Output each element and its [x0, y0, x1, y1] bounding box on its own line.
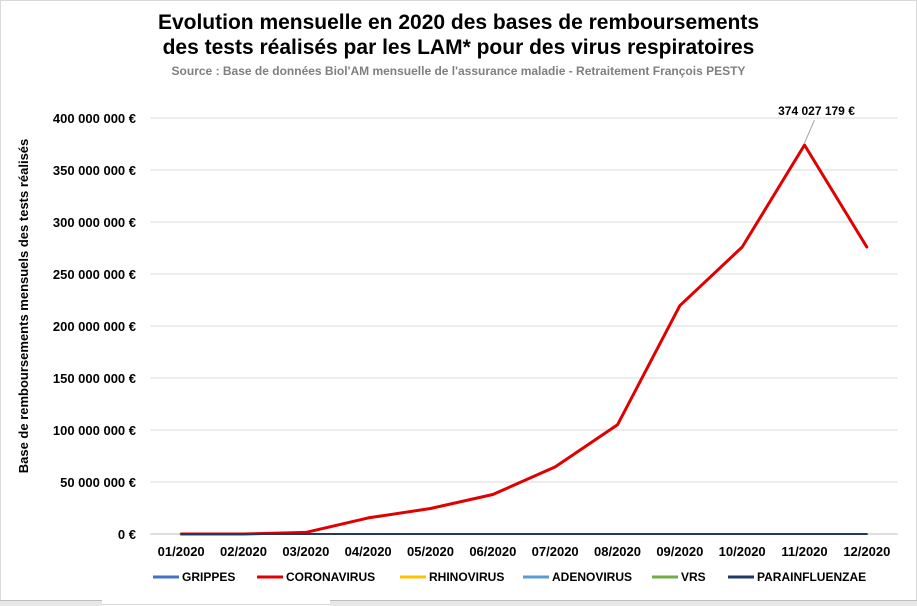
x-tick-label: 01/2020	[158, 544, 205, 559]
y-axis-ticks: 0 € 50 000 000 € 100 000 000 € 150 000 000 …	[53, 111, 136, 542]
x-tick-label: 03/2020	[282, 544, 329, 559]
y-tick-label: 350 000 000 €	[53, 163, 136, 178]
x-tick-label: 05/2020	[407, 544, 454, 559]
y-tick-label: 400 000 000 €	[53, 111, 136, 126]
gridlines	[150, 118, 898, 534]
legend-label: RHINOVIRUS	[429, 570, 504, 584]
y-tick-label: 0 €	[118, 527, 136, 542]
x-tick-label: 08/2020	[594, 544, 641, 559]
y-tick-label: 50 000 000 €	[60, 475, 136, 490]
y-tick-label: 200 000 000 €	[53, 319, 136, 334]
scrollbar-left[interactable]	[0, 600, 102, 606]
y-tick-label: 300 000 000 €	[53, 215, 136, 230]
y-tick-label: 100 000 000 €	[53, 423, 136, 438]
legend-label: ADENOVIRUS	[552, 570, 632, 584]
scrollbar-right[interactable]	[330, 600, 917, 606]
y-tick-label: 150 000 000 €	[53, 371, 136, 386]
x-tick-label: 07/2020	[532, 544, 579, 559]
x-axis-ticks: 01/2020 02/2020 03/2020 04/2020 05/2020 06/20…	[158, 544, 891, 559]
x-tick-label: 10/2020	[719, 544, 766, 559]
series-line-coronavirus	[181, 145, 867, 534]
x-tick-label: 12/2020	[843, 544, 890, 559]
annotation-label: 374 027 179 €	[778, 104, 855, 118]
x-tick-label: 11/2020	[781, 544, 827, 559]
legend-label: GRIPPES	[182, 570, 235, 584]
y-tick-label: 250 000 000 €	[53, 267, 136, 282]
x-tick-label: 06/2020	[469, 544, 516, 559]
legend-label: PARAINFLUENZAE	[757, 570, 866, 584]
y-axis-label: Base de remboursements mensuels des test…	[16, 139, 31, 474]
annotation-leader	[805, 120, 815, 143]
series-lines	[181, 145, 867, 534]
x-tick-label: 02/2020	[220, 544, 267, 559]
legend-label: VRS	[681, 570, 706, 584]
x-tick-label: 09/2020	[656, 544, 703, 559]
line-chart: 0 € 50 000 000 € 100 000 000 € 150 000 000 …	[0, 0, 917, 605]
legend-label: CORONAVIRUS	[286, 570, 375, 584]
x-tick-label: 04/2020	[345, 544, 392, 559]
annotations: 374 027 179 €	[778, 104, 855, 143]
legend: GRIPPES CORONAVIRUS RHINOVIRUS ADENOVIRUS VR…	[153, 570, 866, 584]
